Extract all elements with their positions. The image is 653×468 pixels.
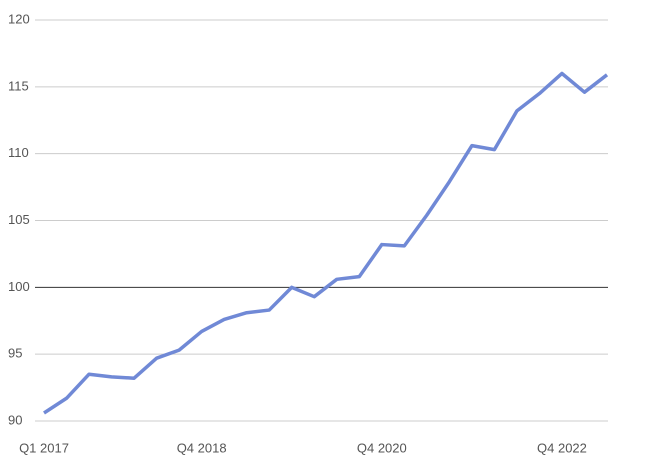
y-tick-label: 115 (8, 78, 29, 93)
y-tick-label: 110 (8, 145, 29, 160)
x-tick-label: Q4 2022 (537, 440, 587, 455)
y-tick-label: 95 (8, 346, 22, 361)
y-tick-label: 100 (8, 279, 30, 294)
y-tick-label: 120 (8, 11, 30, 26)
line-series (43, 71, 609, 415)
x-tick-label: Q4 2020 (357, 440, 407, 455)
x-tick-label: Q1 2017 (19, 440, 69, 455)
y-tick-label: 105 (8, 212, 30, 227)
x-tick-label: Q4 2018 (177, 440, 227, 455)
y-tick-label: 90 (8, 412, 22, 427)
